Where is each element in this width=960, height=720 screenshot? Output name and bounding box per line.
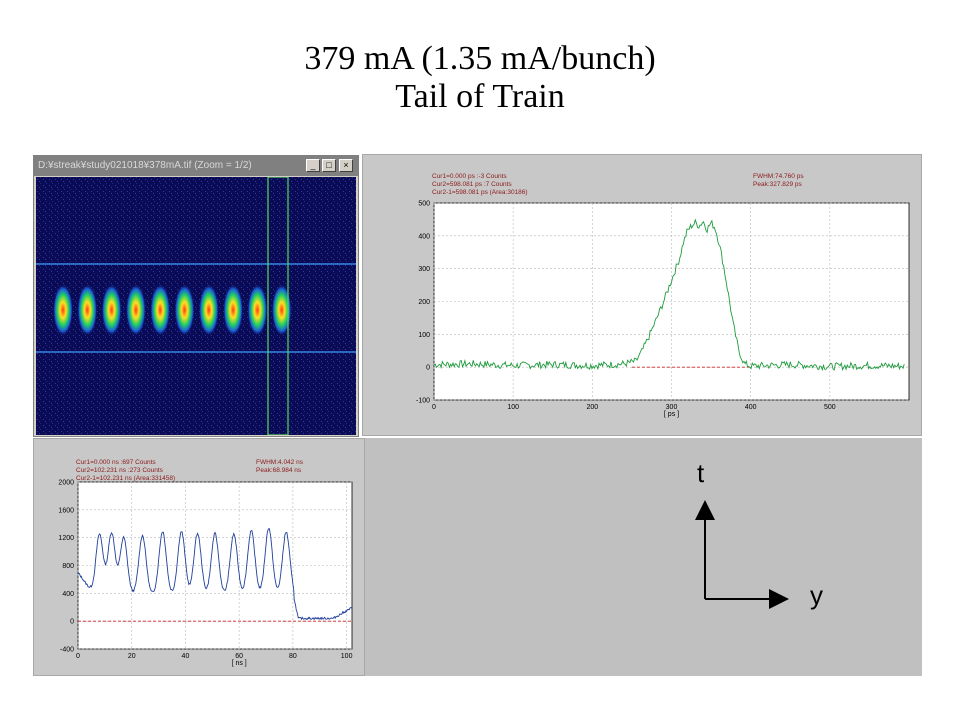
y-tick-label-6: 1600 xyxy=(58,507,74,514)
axes-indicator xyxy=(695,500,789,609)
bunch-8 xyxy=(223,284,244,336)
y-tick-label-5: 1200 xyxy=(58,535,74,542)
x-tick-label-6: 500 xyxy=(824,404,836,411)
x-axis-label: [ ps ] xyxy=(664,411,679,418)
maximize-button[interactable]: □ xyxy=(322,159,336,172)
x-tick-label-6: 100 xyxy=(341,653,353,660)
x-tick-label-4: 300 xyxy=(666,404,678,411)
x-tick-label-1: 0 xyxy=(76,653,80,660)
maximize-icon: □ xyxy=(326,160,332,170)
title-line-2: Tail of Train xyxy=(395,78,565,115)
slide-title: 379 mA (1.35 mA/bunch) Tail of Train xyxy=(0,40,960,116)
streak-image-window[interactable]: D:¥streak¥study021018¥378mA.tif (Zoom = … xyxy=(33,155,359,437)
header-left-2: Cur2=102.231 ns :273 Counts xyxy=(76,467,164,474)
x-tick-label-5: 400 xyxy=(745,404,757,411)
header-right-1: FWHM:74.760 ps xyxy=(753,173,804,180)
bunch-10 xyxy=(271,284,292,336)
header-right-2: Peak:327.829 ps xyxy=(753,181,803,188)
streak-image[interactable] xyxy=(36,177,356,435)
x-tick-label-3: 200 xyxy=(586,404,598,411)
bunch-6 xyxy=(174,284,195,336)
trace-line xyxy=(433,218,905,372)
bunch-5 xyxy=(150,284,171,336)
x-tick-label-5: 80 xyxy=(289,653,297,660)
y-tick-label-6: 400 xyxy=(418,233,430,240)
header-left-3: Cur2-1=102.231 ns (Area:331458) xyxy=(76,475,175,482)
x-axis-label: [ ns ] xyxy=(232,660,247,667)
y-tick-label-4: 200 xyxy=(418,299,430,306)
gate-region[interactable] xyxy=(267,177,289,435)
header-left-1: Cur1=0.000 ns :697 Counts xyxy=(76,459,156,466)
x-tick-label-3: 40 xyxy=(182,653,190,660)
window-titlebar[interactable]: D:¥streak¥study021018¥378mA.tif (Zoom = … xyxy=(34,156,358,176)
minimize-button[interactable]: _ xyxy=(306,159,320,172)
bunch-9 xyxy=(247,284,268,336)
bunch-2 xyxy=(77,284,98,336)
bunch-train-profile-panel: Cur1=0.000 ns :697 Counts Cur2=102.231 ns… xyxy=(33,438,365,676)
minimize-icon: _ xyxy=(310,160,316,170)
bunch-3 xyxy=(101,284,122,336)
header-right-2: Peak:68.984 ns xyxy=(256,467,302,474)
header-left-3: Cur2-1=598.081 ps (Area:30186) xyxy=(432,189,528,196)
streak-image-canvas xyxy=(36,177,356,435)
x-tick-label-2: 20 xyxy=(128,653,136,660)
y-tick-label-3: 400 xyxy=(62,591,74,598)
bunch-7 xyxy=(198,284,219,336)
header-left-2: Cur2=598.081 ps :7 Counts xyxy=(432,181,512,188)
y-tick-label-1: -400 xyxy=(60,647,74,654)
y-axis-label: y xyxy=(810,580,823,610)
close-icon: × xyxy=(343,160,349,170)
y-tick-label-3: 100 xyxy=(418,332,430,339)
x-tick-label-2: 100 xyxy=(507,404,519,411)
y-tick-label-5: 300 xyxy=(418,266,430,273)
bunch-group xyxy=(53,284,292,336)
x-tick-label-4: 60 xyxy=(235,653,243,660)
trace-line xyxy=(77,528,353,621)
header-right-1: FWHM:4.042 ns xyxy=(256,459,304,466)
close-button[interactable]: × xyxy=(339,159,353,172)
title-line-1: 379 mA (1.35 mA/bunch) xyxy=(304,40,656,77)
x-tick-label-1: 0 xyxy=(432,404,436,411)
axes-indicator-panel: t y xyxy=(365,438,922,676)
t-axis-label: t xyxy=(697,458,705,488)
y-tick-label-1: -100 xyxy=(416,398,430,405)
y-tick-label-2: 0 xyxy=(426,365,430,372)
y-tick-label-7: 500 xyxy=(418,201,430,208)
y-tick-label-2: 0 xyxy=(70,619,74,626)
window-title: D:¥streak¥study021018¥378mA.tif (Zoom = … xyxy=(38,160,252,171)
temporal-profile-panel: Cur1=0.000 ps :-3 Counts Cur2=598.081 ps … xyxy=(362,154,922,436)
y-tick-label-4: 800 xyxy=(62,563,74,570)
header-left-1: Cur1=0.000 ps :-3 Counts xyxy=(432,173,507,180)
bunch-4 xyxy=(125,284,146,336)
bunch-1 xyxy=(53,284,73,336)
y-tick-label-7: 2000 xyxy=(58,480,74,487)
